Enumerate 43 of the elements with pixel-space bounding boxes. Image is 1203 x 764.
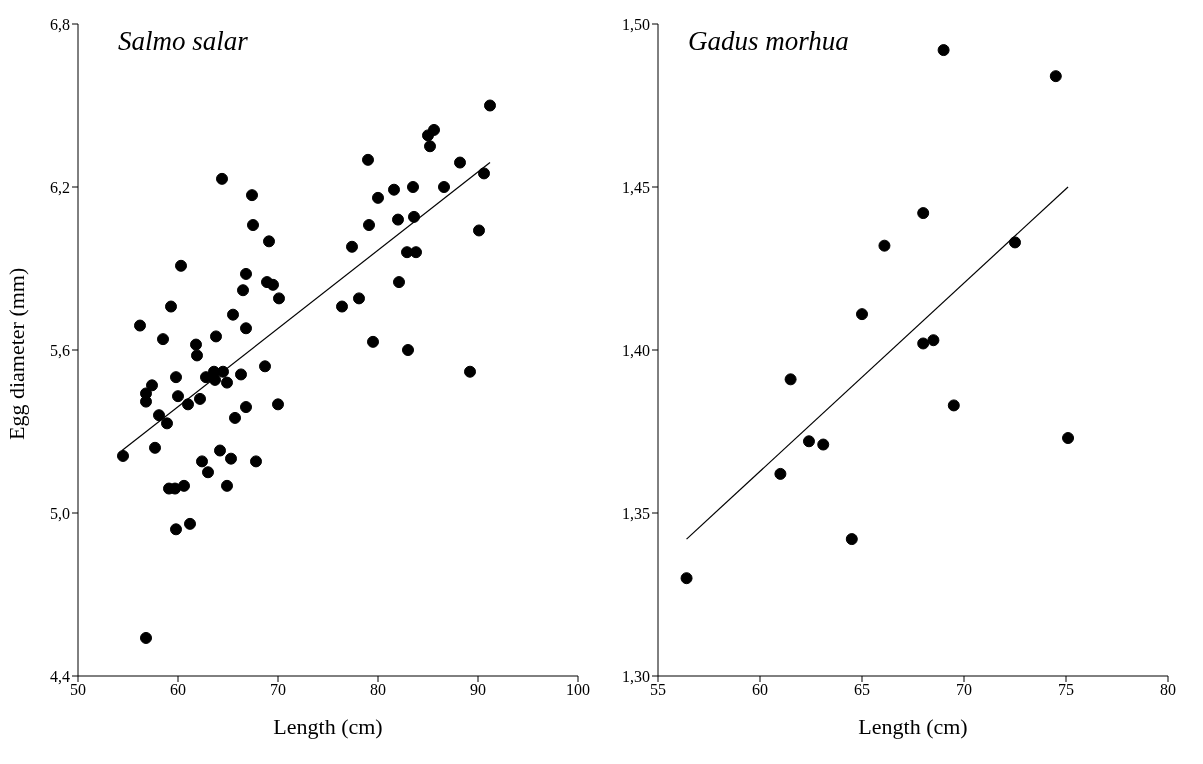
x-tick-label: 55 — [650, 681, 666, 699]
point — [845, 533, 858, 546]
x-tick-label: 100 — [566, 681, 590, 699]
point — [927, 334, 940, 347]
point — [1049, 70, 1062, 83]
point — [784, 373, 797, 386]
point — [774, 467, 787, 480]
x-tick-label: 50 — [70, 681, 86, 699]
chart-title: Salmo salar — [118, 26, 248, 57]
y-tick-label: 5,0 — [50, 504, 70, 522]
point — [817, 438, 830, 451]
x-tick-label: 80 — [370, 681, 386, 699]
x-tick-label: 65 — [854, 681, 870, 699]
x-axis-title: Length (cm) — [858, 714, 968, 739]
point — [878, 239, 891, 252]
x-tick-label: 70 — [956, 681, 972, 699]
point — [1009, 236, 1021, 249]
y-tick-label: 1,40 — [622, 341, 650, 359]
point — [917, 337, 930, 350]
y-tick-label: 1,45 — [622, 178, 650, 196]
x-tick-label: 80 — [1160, 681, 1176, 699]
y-tick-label: 6,2 — [50, 178, 70, 196]
point — [680, 572, 693, 585]
y-tick-label: 6,8 — [50, 15, 70, 33]
chart-title: Gadus morhua — [688, 26, 849, 57]
y-tick-label: 1,35 — [622, 504, 650, 522]
x-tick-label: 90 — [470, 681, 486, 699]
y-tick-label: 5,6 — [50, 341, 70, 359]
x-tick-label: 60 — [170, 681, 186, 699]
x-axis-title: Length (cm) — [273, 714, 383, 739]
point — [937, 44, 950, 57]
point — [917, 207, 930, 220]
point — [947, 399, 960, 412]
y-axis-title: Egg diameter (mm) — [3, 267, 29, 440]
x-tick-label: 70 — [270, 681, 286, 699]
y-tick-label: 1,30 — [622, 667, 650, 685]
point — [1062, 432, 1075, 445]
x-tick-label: 60 — [752, 681, 768, 699]
x-tick-label: 75 — [1058, 681, 1074, 699]
point — [856, 308, 868, 321]
y-tick-label: 1,50 — [622, 15, 650, 33]
point — [802, 435, 815, 448]
y-tick-label: 4,4 — [50, 667, 70, 685]
